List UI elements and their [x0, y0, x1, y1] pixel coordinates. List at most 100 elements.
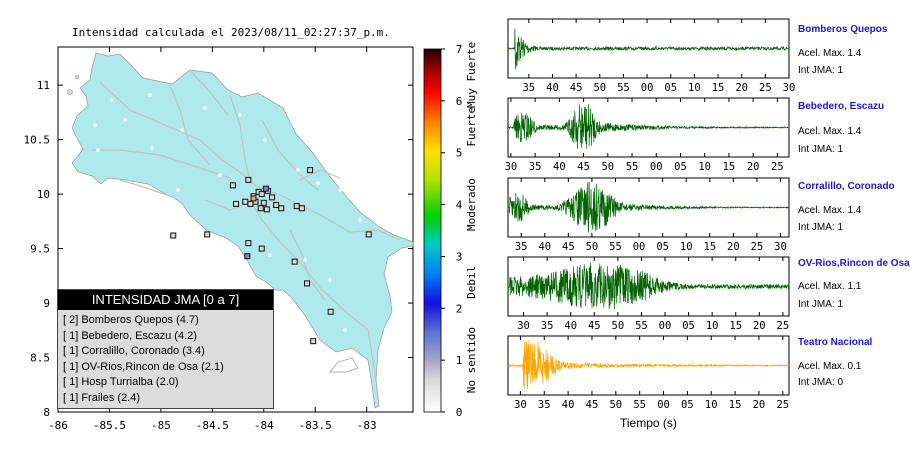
station-name: Bebedero, Escazu [798, 101, 885, 112]
time-tick-label: 40 [562, 399, 575, 411]
station-marker [269, 194, 276, 201]
time-tick-label: 20 [727, 241, 740, 253]
time-tick-label: 50 [609, 399, 622, 411]
waveform-trace [507, 340, 790, 390]
time-tick-label: 10 [680, 241, 693, 253]
station-marker [233, 200, 240, 207]
map-y-tick-label: 8 [43, 406, 50, 419]
time-tick-label: 50 [601, 161, 614, 173]
map-y-axis: 8 8.5 9 9.5 10 10.5 11 [24, 79, 413, 419]
time-tick-label: 35 [515, 241, 528, 253]
time-tick-label: 10 [705, 399, 718, 411]
colorbar-tick-label: 7 [456, 43, 463, 56]
station-marker [242, 198, 249, 205]
time-tick-label: 45 [586, 399, 599, 411]
colorbar-tick-label: 0 [456, 406, 463, 419]
time-tick-label: 55 [617, 82, 630, 94]
time-tick-label: 35 [529, 161, 542, 173]
station-jma: Int JMA: 1 [798, 144, 844, 155]
town-markers [93, 93, 362, 332]
time-tick-label: 15 [703, 241, 716, 253]
time-tick-label: 40 [564, 320, 577, 332]
map-x-tick-label: -85 [151, 419, 171, 432]
station-jma: Int JMA: 1 [798, 299, 844, 310]
time-tick-label: 35 [541, 320, 554, 332]
time-tick-label: 00 [641, 82, 654, 94]
time-tick-label: 05 [681, 399, 694, 411]
legend-row: [ 2] Bomberos Quepos (4.7) [63, 314, 199, 326]
station-marker [298, 205, 305, 212]
time-tick-label: 30 [517, 320, 530, 332]
waveform-trace [507, 28, 790, 70]
map-x-tick-label: -85.5 [93, 419, 126, 432]
time-tick-label: 25 [751, 241, 764, 253]
map-y-tick-label: 10 [37, 188, 50, 201]
station-marker [245, 176, 252, 183]
station-acel: Acel. Max. 0.1 [798, 361, 862, 372]
time-tick-label: 25 [771, 161, 784, 173]
station-marker [229, 182, 236, 189]
station-name: Corralillo, Coronado [798, 181, 895, 192]
colorbar-level-label: Debil [465, 266, 478, 299]
station-marker [260, 199, 267, 206]
map-x-tick-label: -83.5 [299, 419, 332, 432]
station-marker [257, 205, 264, 212]
station-marker [170, 232, 177, 239]
time-tick-label: 55 [626, 161, 639, 173]
legend-row: [ 1] Corralillo, Coronado (3.4) [63, 345, 205, 357]
map-x-tick-label: -86 [48, 419, 68, 432]
time-tick-label: 55 [633, 399, 646, 411]
time-tick-label: 05 [674, 161, 687, 173]
station-marker [204, 231, 211, 238]
road-network [92, 69, 401, 381]
map-title: Intensidad calculada el 2023/08/11_02:27… [72, 26, 390, 39]
colorbar-tick-label: 6 [456, 95, 463, 108]
legend-row: [ 1] Frailes (2.4) [63, 391, 141, 404]
station-acel: Acel. Max. 1.4 [798, 48, 862, 59]
time-tick-label: 20 [753, 399, 766, 411]
station-name: OV-Rios,Rincon de Osa [798, 258, 910, 269]
map-y-tick-label: 9.5 [30, 243, 50, 256]
waveform-trace [507, 181, 790, 233]
station-marker [247, 200, 254, 207]
station-jma: Int JMA: 0 [798, 377, 844, 388]
island [74, 74, 80, 80]
colorbar-ticks: 0 1 2 3 4 5 6 7 [441, 43, 463, 419]
map-y-tick-label: 10.5 [24, 134, 51, 147]
time-tick-label: 20 [747, 161, 760, 173]
time-tick-label: 00 [650, 161, 663, 173]
time-tick-label: 20 [735, 82, 748, 94]
map-x-tick-label: -84 [254, 419, 274, 432]
station-marker [250, 195, 257, 202]
station-marker [245, 240, 252, 247]
time-tick-label: 35 [538, 399, 551, 411]
time-tick-label: 00 [657, 399, 670, 411]
map-y-tick-label: 9 [43, 297, 50, 310]
map-x-tick-label: -84.5 [196, 419, 229, 432]
station-marker [244, 253, 251, 260]
intensity-legend: INTENSIDAD JMA [0 a 7] [ 2] Bomberos Que… [57, 289, 274, 409]
time-tick-label: 40 [553, 161, 566, 173]
time-axis-label: Tiempo (s) [620, 416, 677, 430]
legend-row: [ 1] OV-Rios,Rincon de Osa (2.1) [63, 360, 224, 373]
intensity-colorbar [423, 48, 442, 413]
colorbar-level-label: Muy Fuerte [465, 42, 478, 108]
time-tick-label: 50 [612, 320, 625, 332]
colorbar-tick-label: 4 [456, 199, 463, 212]
time-tick-label: 50 [586, 241, 599, 253]
waveform-panels: 35 40 45 50 55 00 05 10 15 20 25 30 30 35 40 45 50 55 00 05… [505, 18, 795, 411]
time-tick-label: 45 [577, 161, 590, 173]
legend-row: [ 1] Hosp Turrialba (2.0) [63, 376, 179, 388]
time-tick-label: 20 [753, 320, 766, 332]
time-tick-label: 15 [723, 161, 736, 173]
time-tick-label: 55 [609, 241, 622, 253]
station-marker [310, 338, 317, 345]
time-tick-label: 55 [635, 320, 648, 332]
station-name: Teatro Nacional [798, 337, 873, 348]
legend-row: [ 1] Bebedero, Escazu (4.2) [63, 329, 197, 342]
time-tick-label: 05 [656, 241, 669, 253]
intensity-map-chart: Intensidad calculada el 2023/08/11_02:27… [24, 26, 479, 432]
time-tick-label: 45 [562, 241, 575, 253]
station-name: Bomberos Quepos [798, 24, 888, 35]
